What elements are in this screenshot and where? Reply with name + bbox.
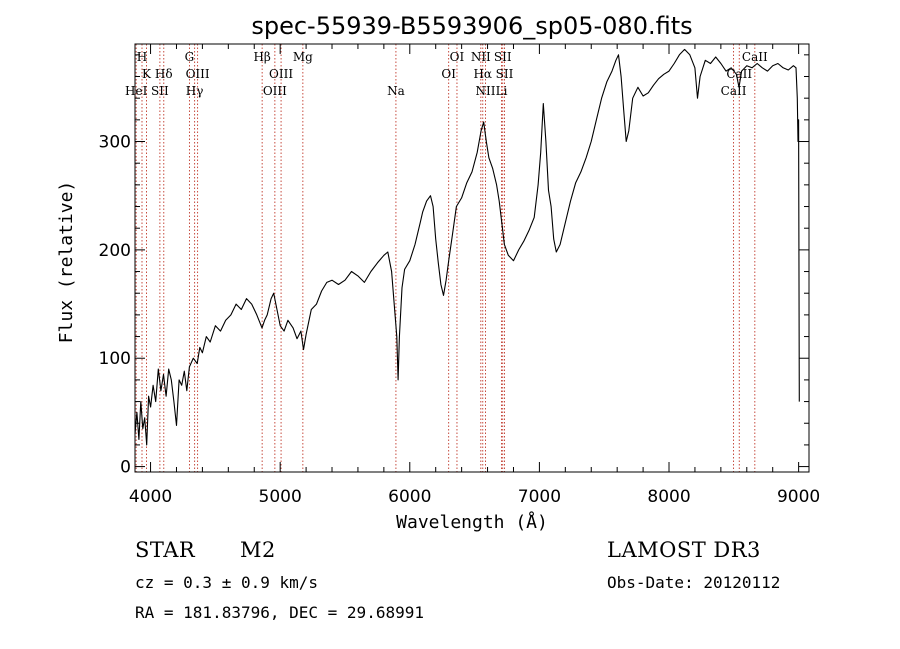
spectral-line-label-18: SII: [496, 67, 514, 81]
x-tick-label: 7000: [518, 487, 561, 507]
spectral-line-label-23: CaII: [721, 84, 747, 98]
spectral-line-label-4: Hδ: [155, 67, 173, 81]
spectral-line-label-22: CaII: [726, 67, 752, 81]
spectral-line-label-8: Hβ: [253, 50, 270, 64]
y-tick-label: 200: [99, 241, 131, 261]
spectral-lines-layer: [135, 44, 756, 472]
survey-name: LAMOST DR3: [607, 538, 761, 562]
spectral-line-label-17: Hα: [473, 67, 492, 81]
spectral-line-label-20: Li: [496, 84, 508, 98]
series-layer: [134, 48, 800, 446]
spectral-line-label-7: Hγ: [186, 84, 204, 98]
y-axis-label: Flux (relative): [56, 181, 77, 344]
plot-frame: [134, 43, 810, 473]
x-tick-label: 5000: [259, 487, 302, 507]
y-tick-label: 100: [99, 349, 131, 369]
object-subclass: M2: [240, 538, 276, 562]
x-tick-label: 9000: [777, 487, 820, 507]
spectral-line-label-13: OI: [450, 50, 465, 64]
spectral-line-label-10: OIII: [269, 67, 293, 81]
spectral-line-label-9: OIII: [263, 84, 287, 98]
spectral-line-label-11: Mg: [293, 50, 313, 64]
series-line-flux: [134, 48, 800, 446]
spectral-line-label-0: H: [137, 50, 147, 64]
axis-ticks: 4000 5000 6000 7000 8000 9000 0 100 200 300: [99, 44, 820, 507]
coordinates: RA = 181.83796, DEC = 29.68991: [135, 603, 424, 622]
spectral-line-label-3: SII: [151, 84, 169, 98]
observation-date: Obs-Date: 20120112: [607, 573, 781, 592]
x-tick-label: 8000: [647, 487, 690, 507]
x-tick-label: 6000: [388, 487, 431, 507]
spectral-line-label-1: K: [142, 67, 152, 81]
redshift-cz: cz = 0.3 ± 0.9 km/s: [135, 573, 319, 592]
x-tick-label: 4000: [129, 487, 172, 507]
spectral-line-label-15: NII: [471, 50, 491, 64]
chart-title: spec-55939-B5593906_sp05-080.fits: [251, 12, 692, 40]
spectral-line-label-5: G: [185, 50, 195, 64]
spectral-line-label-21: CaII: [742, 50, 768, 64]
spectral-line-label-19: NII: [475, 84, 495, 98]
spectral-line-label-14: OI: [441, 67, 456, 81]
spectral-line-label-2: HeI: [125, 84, 148, 98]
spectral-line-label-16: SII: [494, 50, 512, 64]
spectral-line-label-12: Na: [387, 84, 405, 98]
y-tick-label: 0: [120, 458, 131, 478]
spectral-line-label-6: OIII: [186, 67, 210, 81]
object-class: STAR: [135, 538, 196, 562]
x-axis-label: Wavelength (Å): [396, 511, 548, 533]
y-tick-label: 300: [99, 133, 131, 153]
